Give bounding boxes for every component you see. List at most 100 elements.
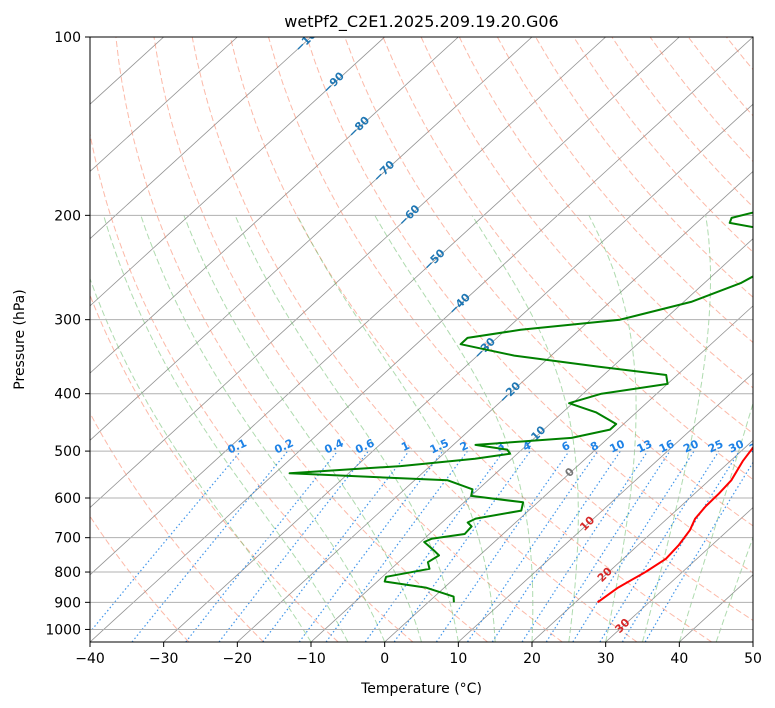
mixing-ratio-label: 0.4 [322, 436, 345, 456]
isotherm-label: −50 [421, 246, 448, 273]
isotherm-line [163, 103, 753, 642]
isotherm-line [237, 170, 753, 642]
isopleth-labels: 0.1 0.2 0.4 0.6 1 1.5 2 3 4 6 8 10 13 16 20 25 30 36−100−… [226, 37, 767, 687]
moist-adiabat-line [103, 215, 349, 642]
isotherm-line [384, 305, 753, 642]
isotherm-line [90, 37, 312, 240]
x-tick-label: 0 [380, 651, 389, 667]
dry-adiabat-line [153, 37, 563, 642]
dry-adiabat-line [90, 515, 190, 642]
x-axis-label: Temperature (°C) [360, 681, 482, 697]
dry-adiabat-line [268, 37, 753, 622]
dry-adiabat-line [687, 37, 753, 117]
mixing-ratio-line [466, 450, 599, 642]
pressure-gridlines [90, 37, 753, 630]
y-tick-label: 700 [54, 531, 81, 547]
mixing-ratio-line [90, 450, 242, 633]
mixing-ratio-line [572, 450, 695, 642]
x-tick-label: 40 [670, 651, 688, 667]
dry-adiabat-line [496, 37, 753, 344]
y-axis-ticks: 100 200 300 400 500 600 700 800 900 1000 [45, 30, 90, 638]
mixing-ratio-line [262, 450, 410, 642]
mixing-ratio-label: 36 [747, 437, 767, 455]
mixing-ratio-line [491, 450, 621, 642]
moist-adiabat-line [471, 215, 579, 642]
x-tick-label: −40 [75, 651, 105, 667]
isotherm-label: −90 [320, 69, 347, 96]
mixing-ratio-line [325, 450, 468, 642]
isotherm-line [310, 238, 753, 642]
moist-adiabat-line [90, 277, 312, 642]
mixing-ratio-label: 16 [657, 437, 677, 455]
y-tick-label: 600 [54, 491, 81, 507]
moist-adiabat-line [588, 215, 637, 642]
moist-adiabat-line [642, 215, 711, 642]
moist-adiabat-line [234, 215, 459, 642]
profile-lines [288, 211, 753, 604]
y-tick-label: 100 [54, 30, 81, 46]
mixing-ratio-label: 2 [458, 439, 470, 454]
dry-adiabat-line [90, 412, 264, 642]
x-tick-label: 20 [523, 651, 541, 667]
dry-adiabat-line [765, 37, 775, 642]
isotherm-line [531, 439, 753, 642]
x-tick-label: −20 [223, 651, 253, 667]
mixing-ratio-label: 1.5 [428, 436, 451, 456]
dry-adiabat-line [344, 37, 753, 527]
isotherm-label: −80 [346, 114, 373, 141]
dry-adiabat-line [458, 37, 753, 389]
mixing-ratio-label: 30 [727, 437, 747, 455]
dry-adiabat-line [306, 37, 753, 574]
x-axis-ticks: −40 −30 −20 −10 0 10 20 30 40 50 [75, 642, 762, 667]
isotherm-line [90, 37, 385, 307]
y-tick-label: 800 [54, 565, 81, 581]
mixing-ratio-label: 20 [681, 437, 701, 455]
mixing-ratio-line [644, 461, 753, 642]
y-tick-label: 900 [54, 595, 81, 611]
isotherm-line [605, 507, 753, 642]
y-tick-label: 300 [54, 313, 81, 329]
x-tick-label: 30 [597, 651, 615, 667]
mixing-ratio-label: 6 [560, 439, 573, 454]
dry-adiabat-line [573, 37, 753, 253]
moist-adiabat-line [183, 215, 422, 642]
moist-adiabat-line [715, 535, 753, 642]
moist-adiabat-line [374, 215, 534, 642]
mixing-ratio-label: 0.6 [353, 436, 376, 456]
mixing-ratio-line [545, 450, 671, 642]
isotherm-line [458, 372, 753, 642]
isotherm-line [90, 37, 680, 576]
dewpoint-line [288, 211, 753, 603]
x-tick-label: −30 [149, 651, 179, 667]
dry-adiabat-line [535, 37, 753, 298]
mixing-ratio-label: 10 [608, 437, 628, 455]
mixing-ratio-line [393, 450, 531, 642]
isotherm-label: −10 [522, 423, 549, 450]
moist-adiabat-line [296, 215, 496, 642]
y-tick-label: 1000 [45, 622, 81, 638]
y-axis-label: Pressure (hPa) [12, 289, 28, 389]
isotherm-line [90, 37, 606, 509]
x-tick-label: −10 [296, 651, 326, 667]
mixing-ratio-line [521, 450, 649, 642]
moist-adiabat-line [140, 215, 386, 642]
mixing-ratio-label: 13 [635, 437, 654, 455]
dry-adiabat-line [649, 37, 753, 163]
mixing-ratio-line [298, 450, 444, 642]
moist-adiabat-line [678, 401, 753, 642]
isotherm-label: −40 [446, 290, 473, 317]
dry-adiabat-line [90, 293, 339, 642]
background-lines [90, 37, 775, 642]
isotherm-label: 40 [630, 667, 650, 687]
mixing-ratio-label: 0.1 [226, 436, 249, 456]
y-tick-label: 500 [54, 444, 81, 460]
mixing-ratio-line [599, 450, 720, 642]
dry-adiabat-line [611, 37, 753, 208]
mixing-ratio-line [621, 450, 740, 642]
mixing-ratio-label: 3 [494, 439, 506, 454]
dry-adiabat-line [115, 37, 488, 642]
mixing-ratio-label: 0.2 [272, 436, 295, 456]
mixing-ratio-label: 25 [706, 437, 725, 455]
isotherm-line [90, 37, 238, 172]
